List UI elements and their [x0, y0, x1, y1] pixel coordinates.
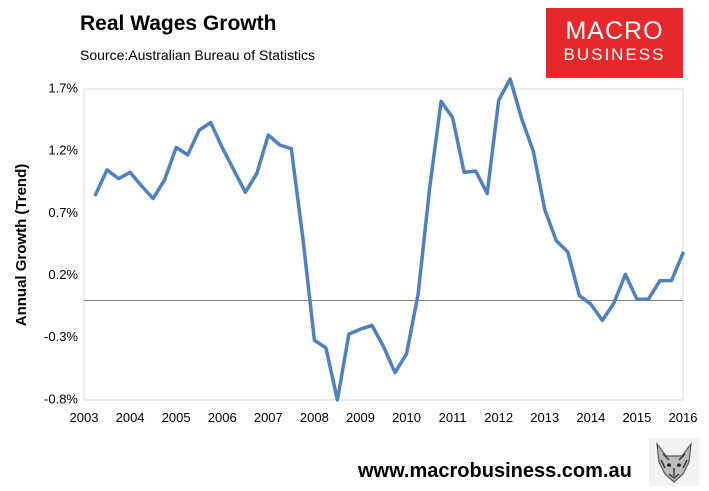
y-tick-label: -0.3% [44, 329, 78, 344]
logo-line-2: BUSINESS [563, 45, 666, 64]
y-axis-label: Annual Growth (Trend) [13, 164, 30, 327]
website-url: www.macrobusiness.com.au [358, 460, 632, 482]
x-tick-label: 2009 [346, 410, 375, 425]
y-tick-label: 1.7% [48, 80, 78, 95]
x-tick-label: 2013 [530, 410, 559, 425]
x-tick-label: 2011 [439, 410, 467, 425]
x-tick-label: 2010 [392, 410, 421, 425]
series-line-real-wages-growth [93, 77, 685, 402]
logo-line-1: MACRO [565, 17, 664, 45]
y-tick-label: 0.2% [48, 267, 78, 282]
y-tick-label: -0.8% [44, 391, 78, 406]
x-tick-label: 2006 [208, 410, 237, 425]
x-tick-label: 2015 [622, 410, 651, 425]
chart-title: Real Wages Growth [80, 12, 277, 35]
y-tick-label: 1.2% [48, 143, 78, 158]
x-tick-label: 2008 [300, 410, 329, 425]
wolf-icon [649, 438, 699, 486]
x-tick-label: 2012 [484, 410, 513, 425]
x-tick-label: 2004 [116, 410, 145, 425]
y-tick-label: 0.7% [48, 205, 78, 220]
x-tick-label: 2014 [576, 410, 605, 425]
source-note: Source:Australian Bureau of Statistics [80, 47, 316, 63]
x-tick-label: 2005 [162, 410, 191, 425]
x-tick-label: 2003 [70, 410, 99, 425]
x-tick-label: 2016 [669, 410, 698, 425]
macrobusiness-logo: MACRO BUSINESS [546, 8, 683, 78]
x-tick-label: 2007 [254, 410, 283, 425]
plot-area [83, 88, 684, 401]
